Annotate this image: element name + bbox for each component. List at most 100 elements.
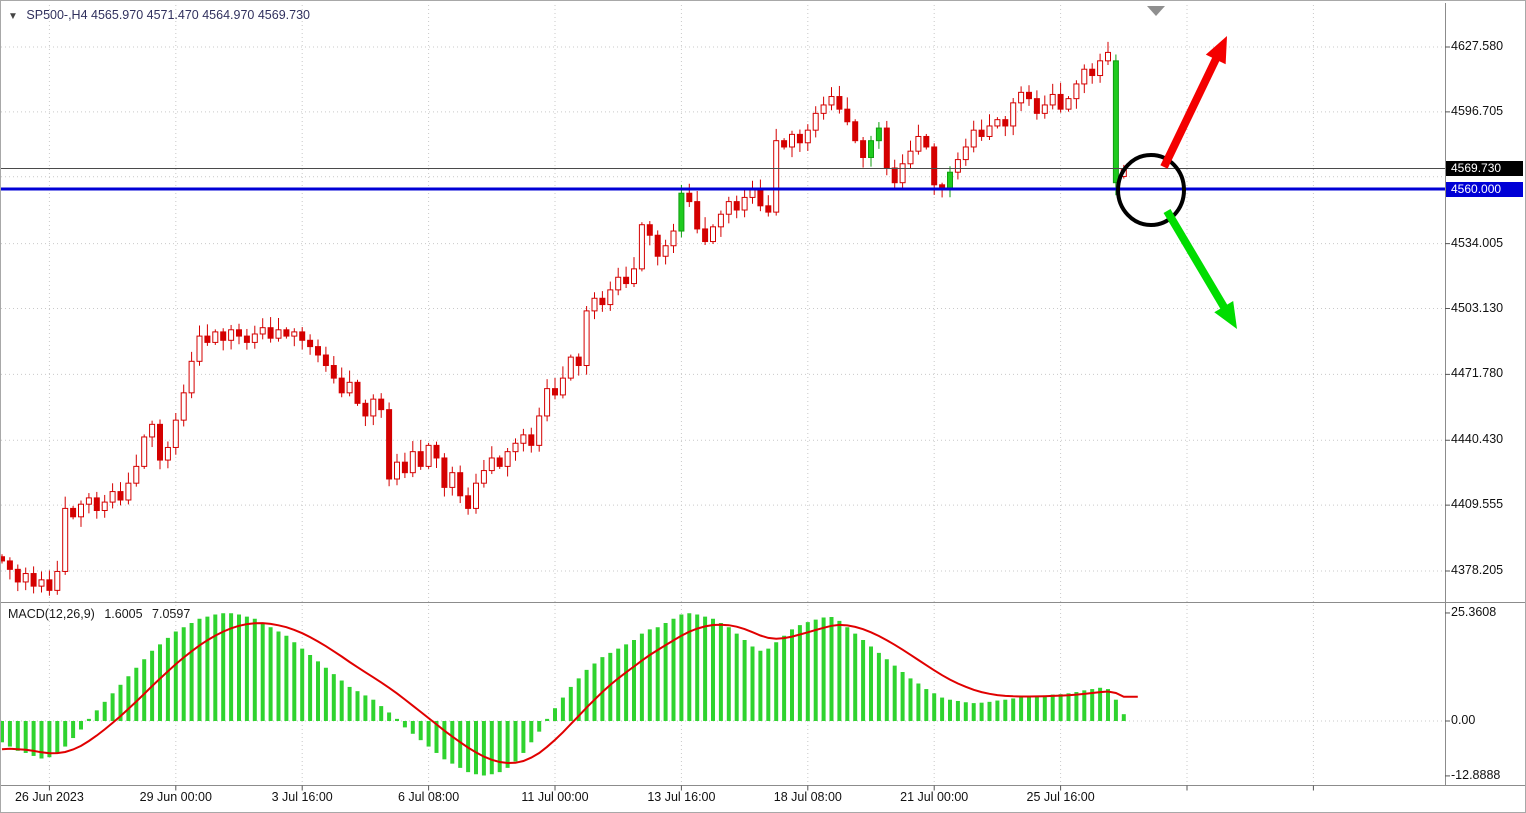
candle-body: [907, 150, 914, 165]
candle-body: [212, 331, 219, 343]
macd-signal-line: [1, 622, 1138, 765]
candle-body: [804, 129, 811, 144]
macd-axis-label: 0.00: [1451, 713, 1476, 727]
candle-body: [986, 125, 993, 137]
time-axis-label: 3 Jul 16:00: [271, 790, 333, 804]
candle-body: [836, 96, 843, 110]
macd-main-value: 1.6005: [104, 607, 143, 621]
candle-body: [654, 234, 661, 257]
candle-body: [875, 127, 882, 142]
candle-body: [101, 501, 108, 512]
time-axis-label: 13 Jul 16:00: [647, 790, 716, 804]
candle-body: [702, 228, 709, 243]
candle-body: [6, 560, 13, 570]
candle-body: [220, 331, 227, 341]
candle-body: [970, 129, 977, 148]
candle-body: [188, 360, 195, 394]
candle-body: [465, 495, 472, 509]
candle-body: [283, 329, 290, 337]
candle-body: [789, 133, 795, 148]
candle-body: [1097, 60, 1104, 77]
candle-body: [1010, 102, 1017, 127]
candle-body: [1057, 93, 1064, 110]
candle-body: [204, 335, 211, 343]
time-axis-label: 25 Jul 16:00: [1026, 790, 1095, 804]
price-axis-label: 4409.555: [1451, 497, 1504, 512]
candle-body: [196, 335, 203, 362]
candle-body: [1112, 60, 1119, 184]
candle-body: [1026, 91, 1032, 100]
candle-body: [267, 327, 274, 339]
candle-body: [291, 331, 298, 337]
autoscroll-triangle-icon: [1147, 6, 1165, 16]
time-axis-label: 6 Jul 08:00: [398, 790, 460, 804]
candle-body: [552, 388, 558, 396]
candle-body: [638, 224, 645, 270]
candle-body: [354, 381, 361, 404]
bearish-arrow-annotation[interactable]: [1163, 208, 1230, 313]
candle-body: [457, 472, 464, 497]
candle-body: [670, 230, 677, 247]
bearish-arrow-annotation-head[interactable]: [1214, 301, 1237, 329]
candle-body: [781, 140, 788, 148]
candle-body: [78, 503, 84, 518]
candle-body: [433, 444, 440, 459]
candle-body: [536, 415, 543, 446]
candle-body: [164, 446, 171, 461]
candle-body: [496, 457, 503, 467]
candle-body: [62, 507, 69, 572]
macd-signal-value: 7.0597: [152, 607, 191, 621]
candle-body: [931, 146, 938, 186]
candle-body: [1041, 104, 1048, 114]
candle-body: [899, 163, 906, 184]
candle-body: [559, 377, 566, 396]
candle-body: [583, 310, 590, 367]
candle-body: [646, 224, 653, 236]
price-axis-label: 4627.580: [1451, 39, 1504, 53]
macd-indicator-label: MACD(12,26,9) 1.6005 7.0597: [8, 607, 196, 621]
candle-body: [425, 444, 432, 467]
candle-body: [315, 346, 321, 356]
symbol-info: ▼ SP500-,H4 4565.970 4571.470 4564.970 4…: [8, 8, 310, 22]
macd-axis-label: 25.3608: [1451, 604, 1497, 619]
price-axis-label: 4503.130: [1451, 300, 1504, 315]
candle-body: [172, 419, 179, 448]
candle-body: [710, 226, 716, 243]
bullish-arrow-annotation[interactable]: [1160, 54, 1222, 169]
candle-body: [441, 457, 448, 488]
candle-body: [93, 497, 100, 512]
candle-body: [322, 354, 329, 367]
candle-body: [686, 192, 693, 203]
candle-body: [954, 159, 961, 173]
candle-body: [947, 171, 953, 190]
candle-body: [243, 335, 250, 343]
candle-body: [567, 356, 574, 379]
candle-body: [520, 434, 527, 444]
price-axis-label: 4440.430: [1451, 432, 1504, 447]
candle-body: [338, 377, 345, 394]
macd-axis-label: -12.8888: [1451, 767, 1501, 782]
candle-body: [765, 205, 772, 213]
bullish-arrow-annotation-head[interactable]: [1205, 36, 1227, 65]
candle-body: [1002, 119, 1009, 127]
candle-body: [386, 409, 393, 480]
candle-body: [820, 104, 827, 114]
candle-body: [14, 568, 21, 583]
circle-annotation[interactable]: [1116, 153, 1186, 227]
candle-body: [828, 96, 835, 106]
candle-body: [1081, 68, 1088, 85]
candle-body: [994, 119, 1001, 127]
candle-body: [149, 423, 156, 438]
candle-body: [1, 556, 5, 562]
candle-body: [860, 140, 867, 158]
candle-body: [631, 268, 637, 285]
candle-body: [378, 398, 385, 411]
candle-body: [1105, 51, 1111, 62]
candle-body: [844, 108, 851, 123]
candle-body: [773, 140, 780, 213]
candle-body: [473, 482, 479, 509]
candle-body: [409, 451, 416, 474]
collapse-triangle-icon[interactable]: ▼: [8, 11, 18, 22]
candle-body: [725, 201, 732, 215]
